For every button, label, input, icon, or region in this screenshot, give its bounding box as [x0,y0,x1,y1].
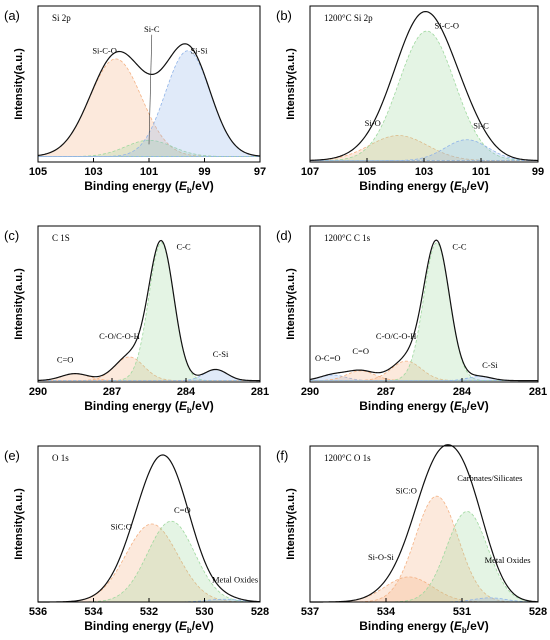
x-tick-label: 99 [198,166,210,178]
component-peak-c-o [37,373,260,382]
peak-label: Si-C [144,24,160,34]
x-tick-label: 530 [195,606,213,618]
peak-label: Metal Oxides [485,555,531,565]
peak-label: C-O/C-O-H [99,331,140,341]
x-axis-label: Binding energy (Eb/eV) [359,619,489,635]
x-tick-label: 537 [301,606,319,618]
panel-title: Si 2p [52,13,71,23]
x-tick-label: 534 [84,606,103,618]
x-tick-label: 534 [377,606,396,618]
x-tick-label: 103 [84,166,102,178]
peak-label: SiC:O [396,485,417,495]
x-tick-label: 528 [529,606,547,618]
x-tick-label: 101 [472,166,490,178]
peak-label: C-C [176,242,191,252]
y-axis-label: Intensity(a.u.) [285,48,297,120]
x-tick-label: 105 [358,166,376,178]
component-peak-c-c [310,242,538,382]
envelope-line [38,454,261,603]
x-tick-label: 287 [377,386,395,398]
x-tick-label: 284 [177,386,196,398]
peak-label: C-C [452,242,467,252]
panel-letter: (f) [276,448,288,463]
panel-title: 1200°C Si 2p [324,13,373,23]
peak-label: O-C=O [315,353,341,363]
panel-f: 537 534 531 528 Binding energy (Eb/eV) Intens… [276,444,547,635]
peak-label: Si-O-Si [368,552,395,562]
peak-label: Si-C [473,121,489,131]
x-tick-label: 531 [453,606,471,618]
peak-label: C-Si [213,349,229,359]
peak-label: Metal Oxides [212,575,258,585]
x-tick-label: 105 [29,166,47,178]
x-axis-label: Binding energy (Eb/eV) [84,619,214,635]
peak-label: C=O [57,355,74,365]
x-tick-label: 528 [251,606,269,618]
panel-letter: (c) [4,228,19,243]
x-tick-label: 97 [254,166,266,178]
x-axis-label: Binding energy (Eb/eV) [359,179,489,195]
peak-label: Si-C-O [435,20,460,30]
peak-label: Carbnates/Silicates [457,473,522,483]
x-tick-label: 284 [453,386,472,398]
plot-frame [309,445,539,603]
panel-letter: (a) [4,8,20,23]
panel-letter: (d) [276,228,292,243]
x-axis-label: Binding energy (Eb/eV) [359,399,489,415]
plot-frame [309,225,539,383]
x-axis-label: Binding energy (Eb/eV) [84,179,214,195]
x-tick-label: 290 [29,386,47,398]
envelope-line [309,444,539,603]
peak-label: Si-Si [190,45,208,55]
y-axis-label: Intensity(a.u.) [13,268,25,340]
peak-label: C=O [174,505,191,515]
envelope-line [37,43,261,157]
peak-label-leader [148,34,153,145]
panel-a: 105 103 101 99 97 Binding energy (Eb/eV) Inten… [4,5,266,195]
plot-frame [37,225,261,383]
panel-title: 1200°C O 1s [324,453,371,463]
x-tick-label: 99 [532,166,544,178]
x-tick-label: 281 [251,386,269,398]
x-tick-label: 281 [529,386,547,398]
panel-b: 107 105 103 101 99 Binding energy (Eb/eV) Inte… [276,5,544,195]
panel-title: 1200°C C 1s [324,233,371,243]
panel-c: 290 287 284 281 Binding energy (Eb/eV) Intens… [4,225,269,415]
x-tick-label: 536 [29,606,47,618]
panel-d: 290 287 284 281 Binding energy (Eb/eV) Intens… [276,225,547,415]
peak-label: C=O [352,346,369,356]
x-axis-label: Binding energy (Eb/eV) [84,399,214,415]
peak-label: C-O/C-O-H [376,331,417,341]
x-tick-label: 101 [140,166,158,178]
panel-letter: (e) [4,448,20,463]
peak-label: Si-C-O [92,45,117,55]
envelope-line [37,239,260,382]
x-tick-label: 290 [301,386,319,398]
peak-label: C-Si [482,360,498,370]
panel-title: C 1S [52,233,70,243]
component-peak-c-si [38,369,261,382]
envelope-line [309,10,539,162]
x-tick-label: 107 [301,166,319,178]
peak-label: SiC:O [111,522,132,532]
x-tick-label: 103 [415,166,433,178]
x-tick-label: 287 [103,386,121,398]
panel-e: 536 534 532 530 528 Binding energy (Eb/eV) Int… [4,445,269,635]
component-peak-si-c [310,139,539,162]
envelope-line [309,239,538,382]
panel-letter: (b) [276,8,292,23]
peak-label: Si-O [365,118,381,128]
y-axis-label: Intensity(a.u.) [285,268,297,340]
y-axis-label: Intensity(a.u.) [13,48,25,120]
component-peak-si-c-o [309,30,539,162]
panel-title: O 1s [52,453,69,463]
y-axis-label: Intensity(a.u.) [13,488,25,560]
y-axis-label: Intensity(a.u.) [285,488,297,560]
x-tick-label: 532 [140,606,158,618]
